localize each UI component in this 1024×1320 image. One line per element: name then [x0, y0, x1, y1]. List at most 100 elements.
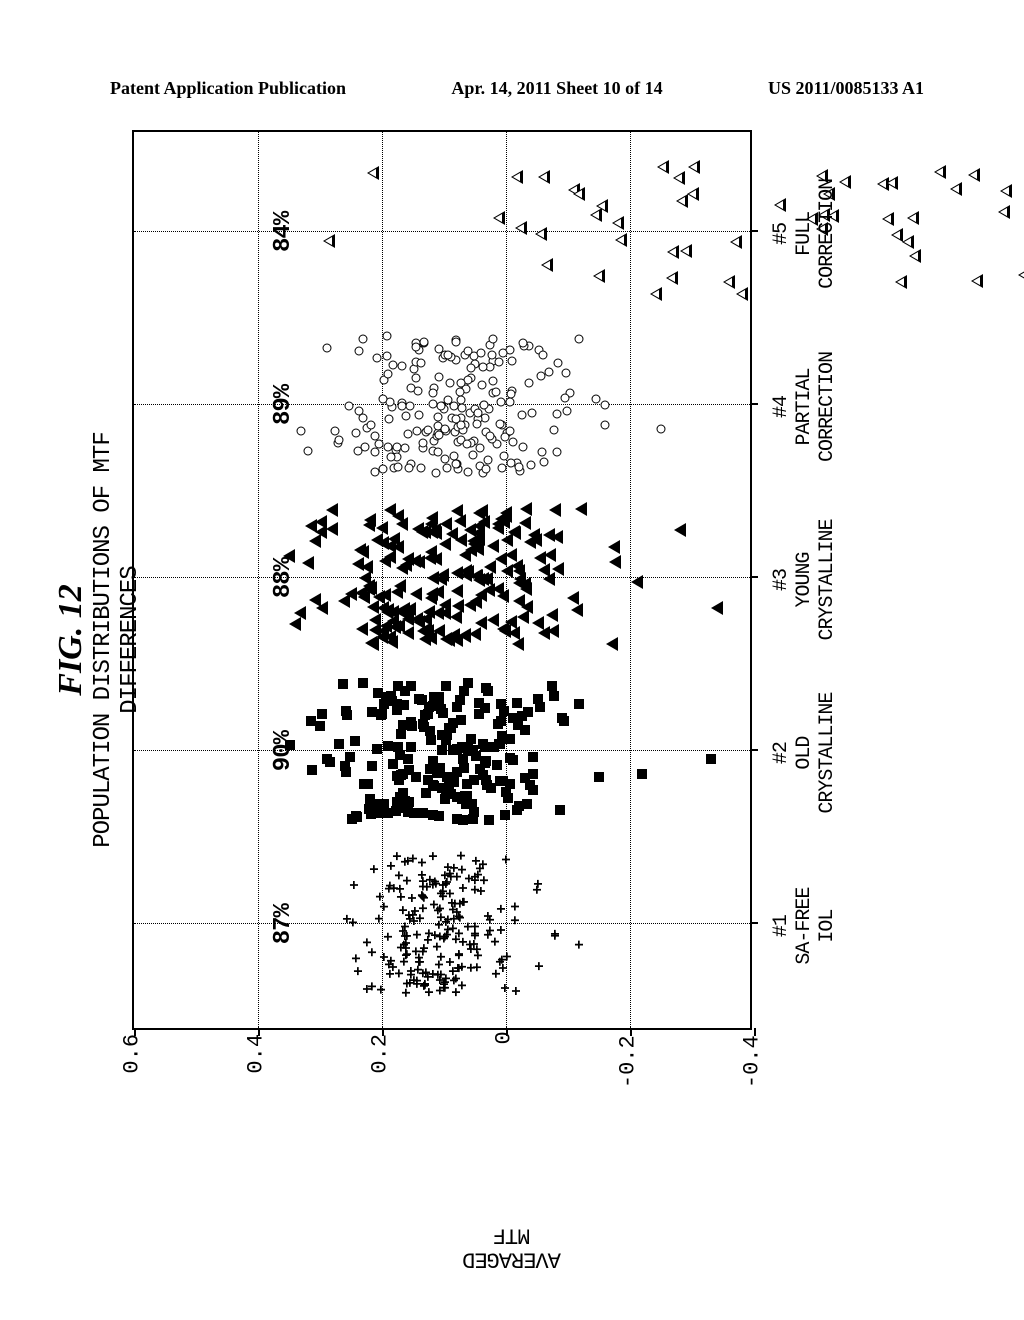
scatter-point: [631, 575, 643, 589]
scatter-point: [361, 443, 370, 452]
scatter-point: [371, 533, 383, 547]
category-percent: 84%: [270, 212, 297, 252]
scatter-point: [315, 721, 325, 731]
y-tick-label: 0.4: [244, 1034, 269, 1074]
scatter-point: [442, 464, 451, 473]
scatter-point: [934, 165, 946, 179]
scatter-point: +: [339, 914, 357, 924]
x-tick-mark: [750, 576, 758, 578]
scatter-point: [657, 160, 669, 174]
scatter-point: +: [415, 892, 433, 902]
y-tick-mark: [506, 1028, 508, 1036]
scatter-point: +: [376, 902, 394, 912]
scatter-point: [487, 539, 499, 553]
scatter-point: [334, 436, 343, 445]
scatter-point: [458, 754, 468, 764]
y-tick-mark: [630, 1028, 632, 1036]
scatter-point: [370, 467, 379, 476]
scatter-point: [497, 731, 507, 741]
scatter-point: [428, 780, 438, 790]
scatter-point: [356, 622, 368, 636]
y-tick-label: -0.4: [740, 1035, 765, 1088]
category-x-label: #1SA-FREEIOL: [770, 888, 839, 965]
scatter-point: +: [531, 961, 549, 971]
scatter-point: +: [406, 916, 424, 926]
scatter-point: [673, 171, 685, 185]
scatter-point: [450, 402, 459, 411]
scatter-point: [425, 545, 437, 559]
scatter-point: +: [398, 988, 416, 998]
scatter-point: [404, 602, 416, 616]
scatter-point: [657, 424, 666, 433]
scatter-point: [481, 756, 491, 766]
scatter-point: [517, 410, 526, 419]
scatter-point: +: [507, 915, 525, 925]
scatter-point: [373, 688, 383, 698]
scatter-point: [482, 780, 492, 790]
scatter-point: +: [480, 911, 498, 921]
scatter-point: +: [498, 855, 516, 865]
scatter-point: [533, 694, 543, 704]
scatter-point: [594, 772, 604, 782]
scatter-point: [359, 413, 368, 422]
scatter-point: +: [435, 891, 453, 901]
scatter-point: +: [364, 981, 382, 991]
scatter-point: [461, 795, 471, 805]
scatter-point: [383, 351, 392, 360]
scatter-point: [528, 785, 538, 795]
scatter-point: [667, 245, 679, 259]
scatter-point: [451, 584, 463, 598]
scatter-point: [385, 415, 394, 424]
scatter-point: [723, 275, 735, 289]
scatter-point: [409, 554, 421, 568]
scatter-point: [437, 401, 446, 410]
scatter-point: [520, 725, 530, 735]
scatter-point: [441, 454, 450, 463]
scatter-point: [479, 401, 488, 410]
scatter-point: [383, 332, 392, 341]
header-center: Apr. 14, 2011 Sheet 10 of 14: [451, 78, 662, 99]
scatter-point: [552, 410, 561, 419]
scatter-point: [886, 176, 898, 190]
scatter-point: +: [433, 970, 451, 980]
scatter-point: [483, 686, 493, 696]
scatter-point: [441, 735, 451, 745]
scatter-point: +: [508, 986, 526, 996]
category-percent: 90%: [270, 731, 297, 771]
scatter-point: [437, 745, 447, 755]
scatter-point: [392, 540, 404, 554]
scatter-point: [323, 234, 335, 248]
scatter-point: [500, 509, 512, 523]
scatter-point: [411, 373, 420, 382]
scatter-point: [405, 463, 414, 472]
scatter-point: [574, 334, 583, 343]
scatter-point: [341, 706, 351, 716]
scatter-point: [512, 637, 524, 651]
scatter-point: [345, 402, 354, 411]
scatter-point: [466, 364, 475, 373]
scatter-point: +: [371, 914, 389, 924]
scatter-point: [553, 447, 562, 456]
scatter-point: [496, 420, 505, 429]
scatter-point: [367, 761, 377, 771]
category-x-label: #4PARTIALCORRECTION: [770, 352, 839, 462]
scatter-point: [468, 450, 477, 459]
scatter-point: [294, 606, 306, 620]
scatter-point: [509, 526, 521, 540]
scatter-point: [555, 805, 565, 815]
scatter-point: [338, 594, 350, 608]
scatter-point: [469, 807, 479, 817]
scatter-point: [547, 681, 557, 691]
figure-title-block: FIG. 12 POPULATION DISTRIBUTIONS OF MTF …: [52, 375, 144, 905]
scatter-point: +: [366, 864, 384, 874]
scatter-point: [476, 504, 488, 518]
scatter-point: [442, 772, 452, 782]
scatter-point: [680, 244, 692, 258]
y-tick-mark: [382, 1028, 384, 1036]
category-x-label: #2OLDCRYSTALLINE: [770, 693, 839, 814]
scatter-point: [637, 769, 647, 779]
scatter-point: [528, 752, 538, 762]
scatter-point: +: [392, 884, 410, 894]
scatter-point: [430, 526, 442, 540]
scatter-point: [491, 387, 500, 396]
